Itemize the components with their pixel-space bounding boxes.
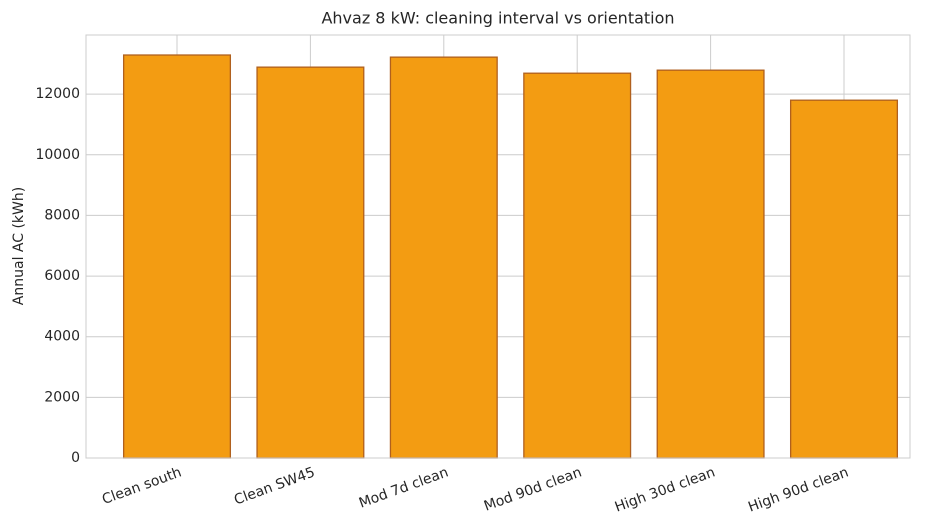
bar xyxy=(789,99,899,459)
y-tick-label: 10000 xyxy=(35,147,80,163)
y-axis-label: Annual AC (kWh) xyxy=(11,187,27,305)
y-tick-label: 6000 xyxy=(44,268,80,284)
bar xyxy=(389,56,498,459)
chart-title: Ahvaz 8 kW: cleaning interval vs orienta… xyxy=(321,9,674,28)
y-tick-label: 12000 xyxy=(35,86,80,102)
bar xyxy=(523,72,632,459)
bar xyxy=(122,54,232,459)
y-tick-label: 4000 xyxy=(44,329,80,345)
y-tick-label: 8000 xyxy=(44,207,80,223)
bar xyxy=(256,66,365,459)
y-tick-label: 2000 xyxy=(44,389,80,405)
y-tick-label: 0 xyxy=(71,450,80,466)
bar xyxy=(656,69,765,459)
plot-frame xyxy=(85,34,911,459)
